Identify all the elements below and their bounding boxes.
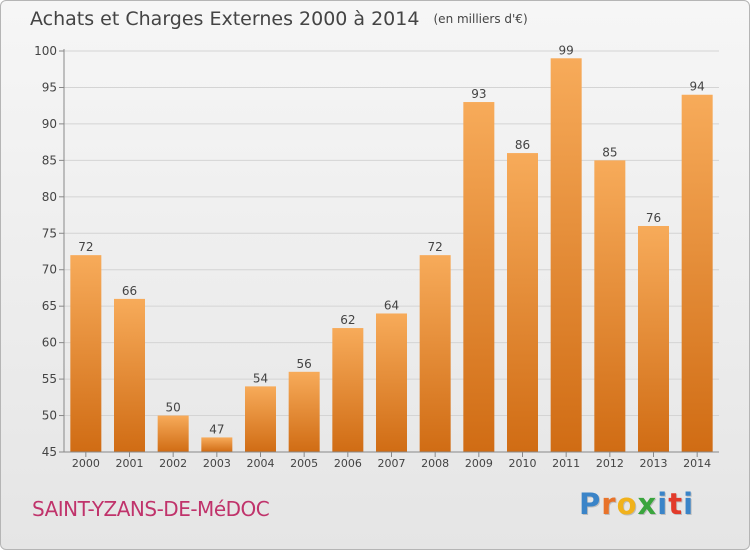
logo-letter: i xyxy=(657,487,669,521)
bar xyxy=(463,102,495,452)
bar-value-label: 54 xyxy=(253,371,268,385)
logo-letter: x xyxy=(637,487,658,521)
y-tick-label: 70 xyxy=(42,263,57,277)
x-tick-label: 2014 xyxy=(683,457,711,470)
title-text: Achats et Charges Externes 2000 à 2014 xyxy=(30,8,420,30)
bar xyxy=(681,94,713,452)
logo-letter: t xyxy=(668,487,684,521)
bar-value-label: 62 xyxy=(340,313,355,327)
bar-value-label: 93 xyxy=(471,87,486,101)
proxiti-logo[interactable]: Proxiti xyxy=(579,487,694,521)
bar-value-label: 86 xyxy=(515,138,530,152)
labels-layer: 45 50 55 60 65 70 75 80 85 90 95 100 72 2000 66 2001 50 2… xyxy=(34,43,711,470)
y-tick-label: 45 xyxy=(42,445,57,459)
x-tick-label: 2010 xyxy=(509,457,537,470)
bar xyxy=(550,58,582,453)
bar xyxy=(332,328,364,452)
x-tick-label: 2013 xyxy=(640,457,668,470)
bar-value-label: 72 xyxy=(428,240,443,254)
x-tick-label: 2007 xyxy=(378,457,406,470)
bar xyxy=(114,298,145,452)
commune-name: SAINT-YZANS-DE-MéDOC xyxy=(32,497,270,521)
x-tick-label: 2005 xyxy=(290,457,318,470)
bar xyxy=(419,255,451,452)
x-tick-label: 2011 xyxy=(552,457,580,470)
x-tick-label: 2009 xyxy=(465,457,493,470)
logo-letter: r xyxy=(601,487,617,521)
bar-value-label: 85 xyxy=(602,145,617,159)
x-tick-label: 2001 xyxy=(116,457,144,470)
x-tick-label: 2003 xyxy=(203,457,231,470)
title-unit: (en milliers d'€) xyxy=(433,12,528,26)
x-tick-label: 2000 xyxy=(72,457,100,470)
x-tick-label: 2004 xyxy=(247,457,275,470)
x-tick-label: 2008 xyxy=(421,457,449,470)
x-tick-label: 2006 xyxy=(334,457,362,470)
bar-value-label: 50 xyxy=(166,401,181,415)
y-tick-label: 85 xyxy=(42,153,57,167)
bar xyxy=(70,255,102,452)
bar-value-label: 56 xyxy=(297,357,312,371)
bar-value-label: 47 xyxy=(209,422,224,436)
axis-layer xyxy=(59,49,719,457)
y-tick-label: 65 xyxy=(42,299,57,313)
chart-title: Achats et Charges Externes 2000 à 2014 (… xyxy=(30,8,528,30)
x-tick-label: 2002 xyxy=(159,457,187,470)
y-tick-label: 90 xyxy=(42,117,57,131)
bar xyxy=(594,160,626,452)
bar-value-label: 72 xyxy=(78,240,93,254)
bar xyxy=(157,415,189,452)
bar-value-label: 99 xyxy=(559,43,574,57)
logo-letter: P xyxy=(579,487,602,521)
bar-value-label: 66 xyxy=(122,284,137,298)
bar xyxy=(376,313,407,452)
x-tick-label: 2012 xyxy=(596,457,624,470)
bar xyxy=(638,225,669,452)
y-tick-label: 75 xyxy=(42,226,57,240)
bar xyxy=(288,371,320,452)
logo-letter: i xyxy=(683,487,695,521)
bar xyxy=(245,386,276,452)
bar xyxy=(507,153,538,452)
y-tick-label: 100 xyxy=(34,44,57,58)
y-tick-label: 95 xyxy=(42,80,57,94)
bar-value-label: 64 xyxy=(384,298,399,312)
y-tick-label: 50 xyxy=(42,409,57,423)
y-tick-label: 55 xyxy=(42,372,57,386)
bar-value-label: 76 xyxy=(646,211,661,225)
bars-layer xyxy=(70,58,713,453)
y-tick-label: 60 xyxy=(42,336,57,350)
logo-letter: o xyxy=(616,487,638,521)
y-tick-label: 80 xyxy=(42,190,57,204)
bar-value-label: 94 xyxy=(690,80,705,94)
bar xyxy=(201,437,233,452)
